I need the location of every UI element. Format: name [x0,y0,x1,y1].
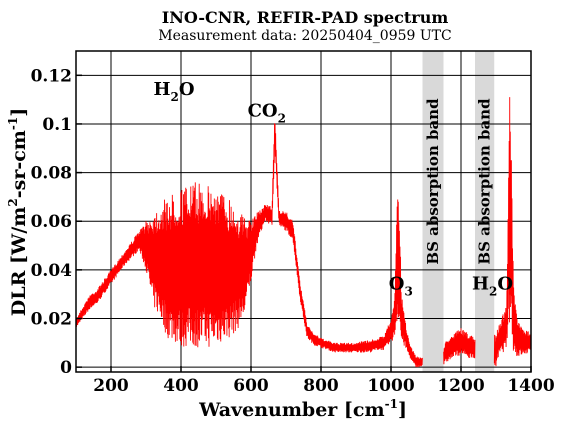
x-axis-label-main: Wavenumber [cm [198,399,385,421]
grid-lines [76,51,532,372]
annotation-co2: CO2 [248,101,286,126]
axis-ticks: 200 400 600 800 1000 1200 1400 0 0.02 0.04 0.06 0.0… [31,66,555,396]
band-label-0: BS absorption band [424,98,442,265]
y-axis-label-main: DLR [W/m [8,207,30,317]
x-tick-label-2: 600 [233,376,269,396]
chart-subtitle: Measurement data: 20250404_0959 UTC [158,28,451,44]
y-tick-label-1: 0.02 [31,310,72,330]
chart-title: INO-CNR, REFIR-PAD spectrum [162,8,449,27]
absorption-band-1 [475,51,495,372]
y-tick-label-0: 0 [60,358,72,378]
annotation-h2o-left: H2O [153,79,194,104]
band-label-1: BS absorption band [476,98,494,265]
molecule-annotations: H2O CO2 O3 H2O [153,79,513,299]
band-labels: BS absorption band BS absorption band [424,98,494,265]
x-tick-label-0: 200 [93,376,129,396]
x-tick-label-4: 1000 [367,376,414,396]
y-tick-label-4: 0.08 [31,164,72,184]
y-tick-label-3: 0.06 [31,212,72,232]
plot-frame [75,50,532,373]
y-axis-label-sup: 2 [6,198,20,206]
annotation-h2o-right: H2O [472,273,513,298]
absorption-band-0 [422,51,444,372]
y-axis-label-sup2: -1 [6,117,20,130]
x-axis-label: Wavenumber [cm-1] [198,397,407,421]
x-axis-label-sup: -1 [385,397,398,411]
annotation-o3: O3 [389,273,413,298]
absorption-bands [422,51,495,372]
x-axis-label-end: ] [398,399,407,421]
x-tick-label-5: 1200 [437,376,484,396]
x-tick-label-1: 400 [163,376,199,396]
x-tick-label-3: 800 [303,376,339,396]
y-axis-label-mid: -sr-cm [8,130,30,198]
y-tick-label-5: 0.1 [42,115,72,135]
x-tick-label-6: 1400 [507,376,554,396]
y-axis-label-end: ] [8,108,30,117]
y-tick-label-6: 0.12 [31,66,72,86]
y-tick-label-2: 0.04 [31,261,73,281]
spectrum-line-0 [75,97,532,368]
y-axis-label: DLR [W/m2-sr-cm-1] [6,108,30,316]
spectrum-series [75,97,532,368]
